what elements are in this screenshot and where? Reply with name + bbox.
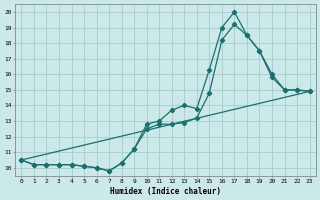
X-axis label: Humidex (Indice chaleur): Humidex (Indice chaleur)	[110, 187, 221, 196]
